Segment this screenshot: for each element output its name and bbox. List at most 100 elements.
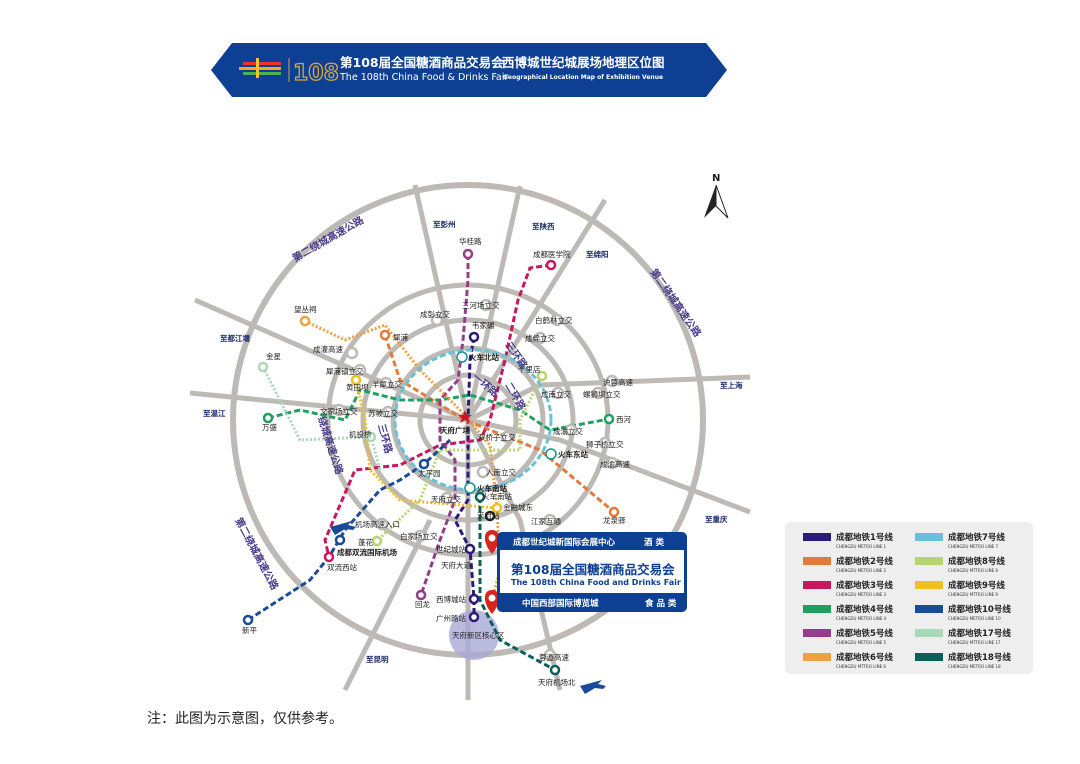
station-label: 机投桥 bbox=[349, 429, 372, 439]
interchange-marker bbox=[332, 403, 346, 417]
station-label: 太平园 bbox=[418, 468, 441, 478]
railway-station-icon bbox=[456, 351, 468, 363]
railway-station-icon bbox=[464, 482, 476, 494]
station-marker bbox=[462, 248, 474, 260]
interchange-label: 成绵立交 bbox=[525, 333, 555, 343]
metro-line-8 bbox=[375, 375, 544, 543]
station-label: 龙泉驿 bbox=[603, 515, 626, 525]
venue-top: 成都世纪城新国际会展中心 bbox=[513, 537, 616, 548]
direction-label: 至都江堰 bbox=[220, 333, 250, 343]
legend-swatch bbox=[803, 557, 831, 565]
station-marker bbox=[262, 412, 274, 424]
city-center-label: 天府广场 bbox=[440, 425, 470, 435]
station-marker bbox=[371, 535, 383, 547]
legend-label-cn: 成都地铁2号线 bbox=[836, 556, 893, 567]
interchange-marker bbox=[375, 517, 389, 531]
station-label: 世纪城站 bbox=[436, 544, 466, 554]
interchange-label: 犀浦镇立交 bbox=[326, 366, 364, 376]
highway-road bbox=[342, 518, 433, 692]
interchange-marker bbox=[591, 386, 605, 400]
interchange-label: 机场高速入口 bbox=[355, 519, 400, 529]
station-label: 天府大道 bbox=[441, 560, 471, 570]
legend-label-cn: 成都地铁5号线 bbox=[836, 628, 893, 639]
legend-label-en: CHENGDU METRO LINE 5 bbox=[836, 640, 887, 645]
legend-label-cn: 成都地铁9号线 bbox=[948, 580, 1005, 591]
interchange-marker bbox=[598, 436, 612, 450]
legend-label-en: CHENGDU METRO LINE 4 bbox=[836, 616, 887, 621]
interchange-marker bbox=[476, 465, 490, 479]
header-banner: 108 第108届全国糖酒商品交易会 The 108th China Food … bbox=[211, 43, 727, 97]
railway-station-label: 火车北站 bbox=[469, 352, 499, 362]
direction-label: 至温江 bbox=[203, 408, 226, 418]
direction-label: 至陕西 bbox=[532, 221, 555, 231]
location-pin-dot bbox=[488, 534, 496, 542]
station-label: 新平 bbox=[242, 625, 257, 635]
legend-label-en: CHENGDU MTTRO LINE 17 bbox=[948, 640, 1001, 645]
station-marker bbox=[491, 502, 503, 514]
venue-bottom: 中国西部国际博览城 bbox=[522, 598, 599, 609]
interchange-marker bbox=[353, 363, 367, 377]
station-marker bbox=[350, 374, 362, 386]
event-title-cn: 第108届全国糖酒商品交易会 bbox=[511, 562, 675, 577]
interchange-marker bbox=[605, 374, 619, 388]
interchange-label: 江家互通 bbox=[531, 516, 561, 526]
category-top: 酒 类 bbox=[644, 537, 664, 548]
legend-swatch bbox=[803, 581, 831, 589]
station-label: 天府站 bbox=[477, 510, 500, 520]
legend-label-cn: 成都地铁18号线 bbox=[948, 652, 1011, 663]
legend-swatch bbox=[803, 605, 831, 613]
interchange-label: 成南立交 bbox=[541, 389, 571, 399]
legend-label-en: CHENGDU MTTRO LINE 8 bbox=[948, 568, 998, 573]
header-title-cn: 第108届全国糖酒商品交易会 bbox=[340, 55, 504, 70]
ring-road-label: 绕城高速公路 bbox=[315, 415, 346, 477]
metro-line-2 bbox=[383, 334, 615, 514]
legend-label-en: CHENGDU MTTRO LINE 6 bbox=[836, 664, 886, 669]
compass-label: N bbox=[712, 173, 720, 184]
core-district-area bbox=[449, 610, 499, 660]
legend-label-cn: 成都地铁17号线 bbox=[948, 628, 1011, 639]
station-label: 成都医学院 bbox=[533, 249, 571, 259]
metro-line-5 bbox=[419, 254, 470, 596]
interchange-marker bbox=[543, 513, 557, 527]
category-bottom: 食 品 类 bbox=[645, 598, 677, 609]
station-marker bbox=[468, 611, 480, 623]
legend-swatch bbox=[915, 605, 943, 613]
interchange-label: 成灌高速 bbox=[313, 344, 343, 354]
station-marker bbox=[334, 534, 346, 546]
station-marker bbox=[379, 329, 391, 341]
station-marker bbox=[242, 614, 254, 626]
station-label: 西河 bbox=[616, 415, 631, 424]
legend-swatch bbox=[803, 533, 831, 541]
station-marker bbox=[365, 431, 377, 443]
airplane-icon bbox=[330, 521, 356, 535]
interchange-marker bbox=[345, 346, 359, 360]
legend-label-en: CHENGDU METRO LINE 7 bbox=[948, 544, 999, 549]
interchange-marker bbox=[564, 423, 578, 437]
interchange-label: 蓉遵高速 bbox=[539, 652, 569, 662]
interchange-marker bbox=[551, 386, 565, 400]
station-label: 十里店 bbox=[518, 364, 541, 374]
direction-label: 至上海 bbox=[720, 380, 743, 390]
station-label: 天府新区核心区 bbox=[452, 630, 505, 640]
interchange-label: 双桥子立交 bbox=[478, 432, 516, 442]
legend-label-cn: 成都地铁6号线 bbox=[836, 652, 893, 663]
station-marker bbox=[474, 491, 486, 503]
header-title-en: The 108th China Food & Drinks Fair bbox=[339, 72, 508, 83]
interchange-marker bbox=[430, 313, 444, 327]
metro-line-12 bbox=[478, 497, 556, 672]
location-pin-dot bbox=[488, 594, 496, 602]
interchange-marker bbox=[379, 376, 393, 390]
metro-line-7 bbox=[393, 348, 553, 492]
airport-label: 成都双流国际机场 bbox=[337, 547, 397, 557]
interchange-label: 文家场立交 bbox=[320, 406, 358, 416]
station-label: 蓬花 bbox=[358, 537, 373, 547]
legend-label-cn: 成都地铁1号线 bbox=[836, 532, 893, 543]
direction-label: 至彭州 bbox=[433, 219, 456, 229]
station-marker bbox=[418, 458, 430, 470]
legend-swatch bbox=[915, 533, 943, 541]
station-marker bbox=[536, 370, 548, 382]
legend-label-cn: 成都地铁10号线 bbox=[948, 604, 1011, 615]
station-marker bbox=[323, 551, 335, 563]
direction-label: 至昆明 bbox=[366, 654, 389, 664]
